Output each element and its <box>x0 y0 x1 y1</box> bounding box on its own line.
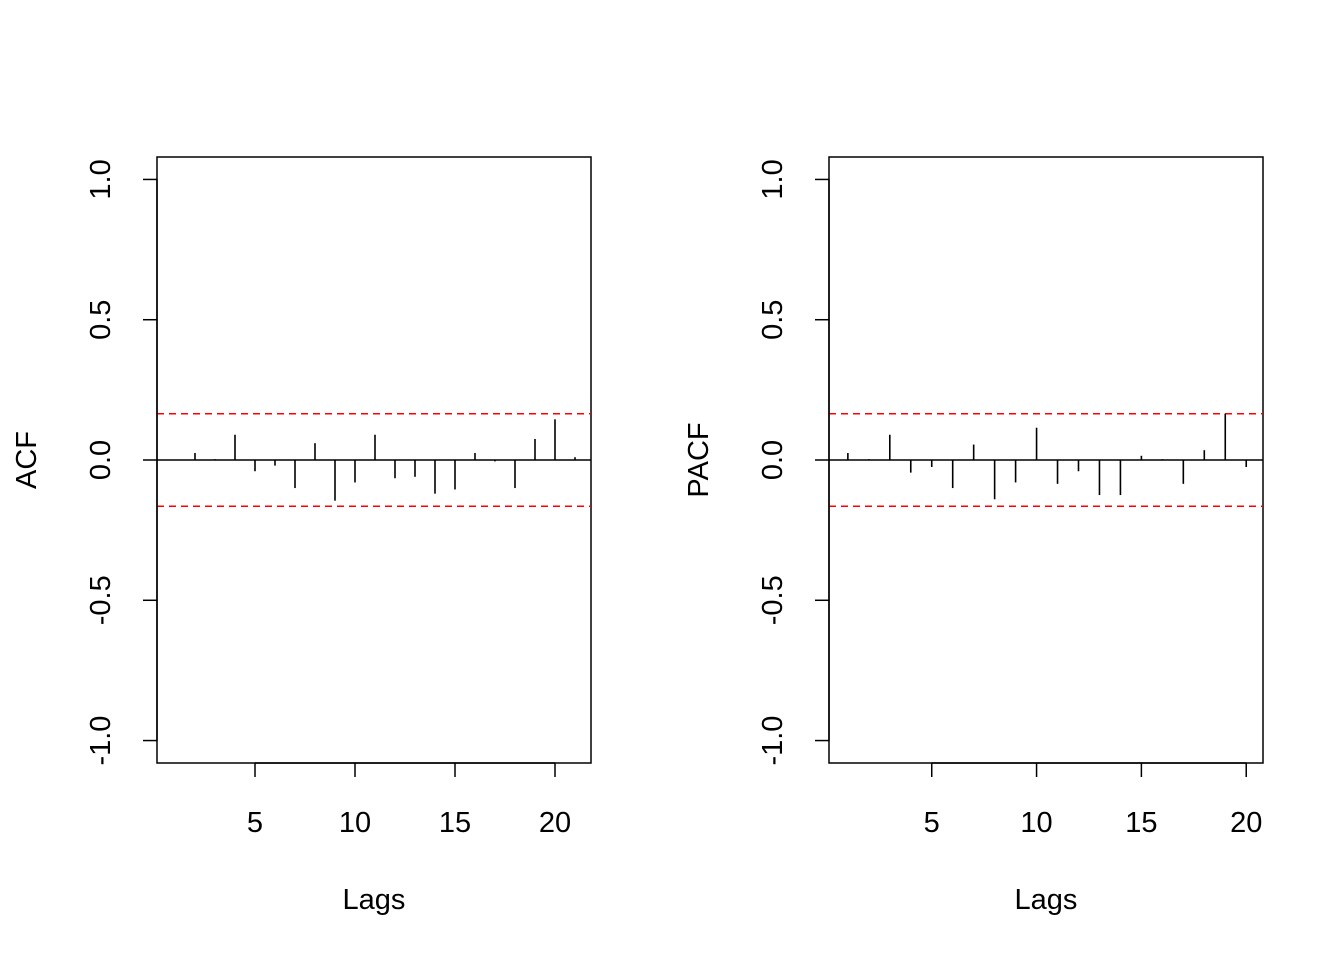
y-axis-title: PACF <box>683 422 715 497</box>
y-tick-label: 0.5 <box>85 300 117 340</box>
acf-panel: 5 10 15 20 -1.0 -0.5 0.0 0.5 1.0 Lags ACF <box>11 156 592 916</box>
x-tick-label: 15 <box>1125 807 1157 839</box>
y-tick-label: 0.5 <box>757 300 789 340</box>
x-tick-label: 5 <box>924 807 940 839</box>
y-tick-label: 0.0 <box>85 440 117 480</box>
y-tick-label: 0.0 <box>757 440 789 480</box>
y-axis-title: ACF <box>11 431 43 489</box>
x-tick-label: 10 <box>339 807 371 839</box>
y-tick-label: 1.0 <box>757 159 789 199</box>
y-tick-label: 1.0 <box>85 159 117 199</box>
x-tick-label: 15 <box>439 807 471 839</box>
x-tick-label: 10 <box>1020 807 1052 839</box>
y-tick-label: -0.5 <box>85 575 117 625</box>
x-tick-label: 20 <box>1230 807 1262 839</box>
pacf-panel: 5 10 15 20 -1.0 -0.5 0.0 0.5 1.0 Lags PACF <box>683 156 1264 916</box>
y-tick-label: -1.0 <box>85 716 117 766</box>
x-tick-label: 5 <box>247 807 263 839</box>
x-axis-title: Lags <box>343 884 406 916</box>
x-axis-title: Lags <box>1015 884 1078 916</box>
y-tick-label: -1.0 <box>757 716 789 766</box>
y-tick-label: -0.5 <box>757 575 789 625</box>
x-tick-label: 20 <box>539 807 571 839</box>
